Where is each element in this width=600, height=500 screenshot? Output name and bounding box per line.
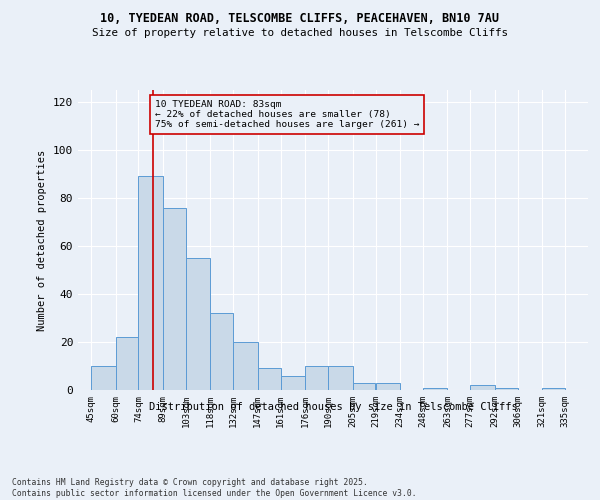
Bar (139, 176, 163, 390)
Bar (305, 366, 328, 390)
Bar (376, 383, 400, 390)
Bar (353, 383, 376, 390)
Bar (542, 388, 565, 390)
Bar (258, 368, 281, 390)
Text: Contains HM Land Registry data © Crown copyright and database right 2025.
Contai: Contains HM Land Registry data © Crown c… (12, 478, 416, 498)
Bar (211, 313, 233, 390)
Bar (233, 342, 258, 390)
Text: 10 TYEDEAN ROAD: 83sqm
← 22% of detached houses are smaller (78)
75% of semi-det: 10 TYEDEAN ROAD: 83sqm ← 22% of detached… (155, 100, 419, 130)
Text: Distribution of detached houses by size in Telscombe Cliffs: Distribution of detached houses by size … (149, 402, 517, 412)
Bar (186, 258, 211, 390)
Text: Size of property relative to detached houses in Telscombe Cliffs: Size of property relative to detached ho… (92, 28, 508, 38)
Y-axis label: Number of detached properties: Number of detached properties (37, 150, 47, 330)
Bar (328, 366, 353, 390)
Text: 10, TYEDEAN ROAD, TELSCOMBE CLIFFS, PEACEHAVEN, BN10 7AU: 10, TYEDEAN ROAD, TELSCOMBE CLIFFS, PEAC… (101, 12, 499, 26)
Bar (423, 388, 448, 390)
Bar (116, 337, 139, 390)
Bar (91, 366, 116, 390)
Bar (281, 376, 305, 390)
Bar (470, 385, 495, 390)
Bar (495, 388, 518, 390)
Bar (163, 208, 186, 390)
